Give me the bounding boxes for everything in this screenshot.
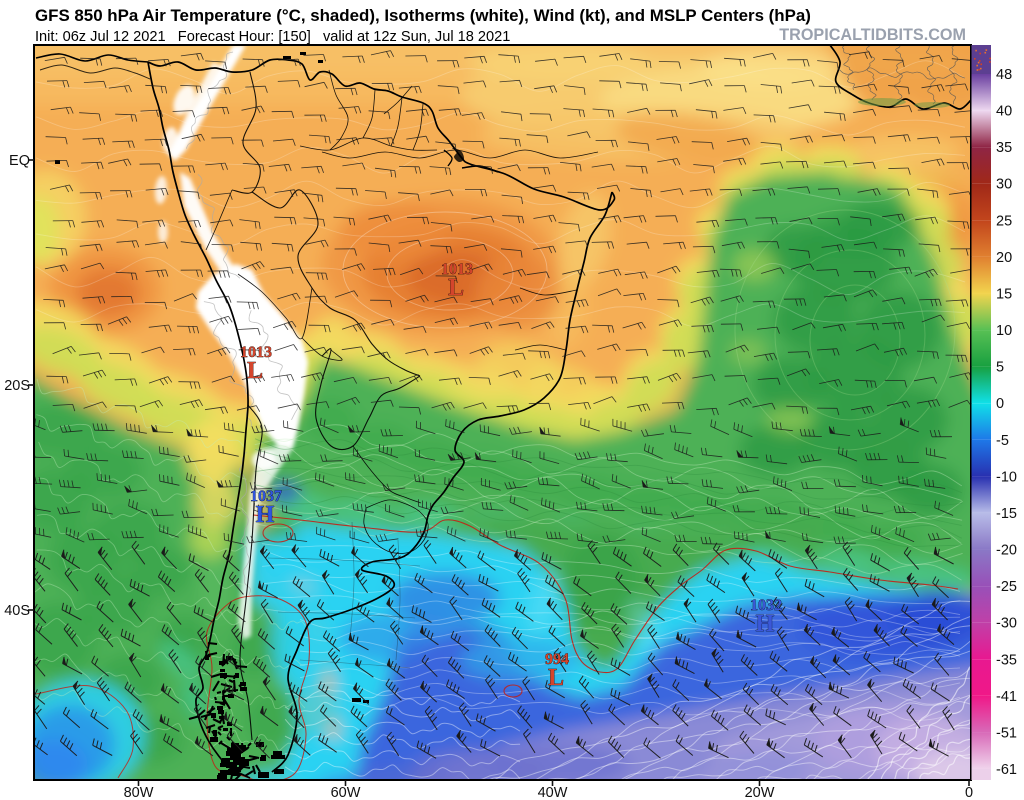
svg-text:15: 15 — [996, 287, 1012, 303]
svg-text:5: 5 — [996, 360, 1004, 376]
svg-text:35: 35 — [996, 140, 1012, 156]
svg-text:20: 20 — [996, 250, 1012, 266]
svg-text:-10: -10 — [996, 469, 1017, 485]
svg-text:-30: -30 — [996, 616, 1017, 632]
svg-text:TROPICALTIDBITS.COM: TROPICALTIDBITS.COM — [779, 26, 966, 44]
svg-text:30: 30 — [996, 177, 1012, 193]
svg-text:0: 0 — [996, 396, 1004, 412]
svg-text:-20: -20 — [996, 543, 1017, 559]
svg-text:-35: -35 — [996, 652, 1017, 668]
svg-text:20W: 20W — [745, 785, 775, 800]
svg-text:25: 25 — [996, 213, 1012, 229]
svg-text:1013: 1013 — [441, 261, 473, 278]
svg-text:48: 48 — [996, 67, 1012, 83]
svg-text:1032: 1032 — [750, 597, 782, 614]
svg-text:80W: 80W — [124, 785, 154, 800]
svg-text:60W: 60W — [331, 785, 361, 800]
svg-text:-41: -41 — [996, 689, 1017, 705]
svg-text:L: L — [548, 665, 564, 691]
svg-text:-15: -15 — [996, 506, 1017, 522]
svg-text:-61: -61 — [996, 762, 1017, 778]
svg-text:H: H — [256, 502, 275, 528]
svg-text:40: 40 — [996, 104, 1012, 120]
svg-text:40S: 40S — [4, 603, 30, 619]
svg-text:20S: 20S — [4, 378, 30, 394]
svg-text:1037: 1037 — [250, 488, 282, 505]
svg-text:L: L — [247, 358, 263, 384]
svg-text:-51: -51 — [996, 725, 1017, 741]
svg-text:H: H — [756, 611, 775, 637]
svg-text:994: 994 — [545, 651, 569, 668]
svg-text:0: 0 — [965, 785, 973, 800]
svg-text:L: L — [448, 275, 464, 301]
svg-text:10: 10 — [996, 323, 1012, 339]
svg-text:GFS 850 hPa Air Temperature (°: GFS 850 hPa Air Temperature (°C, shaded)… — [35, 6, 811, 25]
svg-text:-25: -25 — [996, 579, 1017, 595]
svg-text:EQ: EQ — [9, 153, 30, 169]
svg-text:1013: 1013 — [240, 344, 272, 361]
svg-text:Init: 06z Jul 12 2021 Foreca: Init: 06z Jul 12 2021 Forecast Hour: [15… — [35, 29, 510, 45]
svg-text:40W: 40W — [538, 785, 568, 800]
svg-text:-5: -5 — [996, 433, 1009, 449]
